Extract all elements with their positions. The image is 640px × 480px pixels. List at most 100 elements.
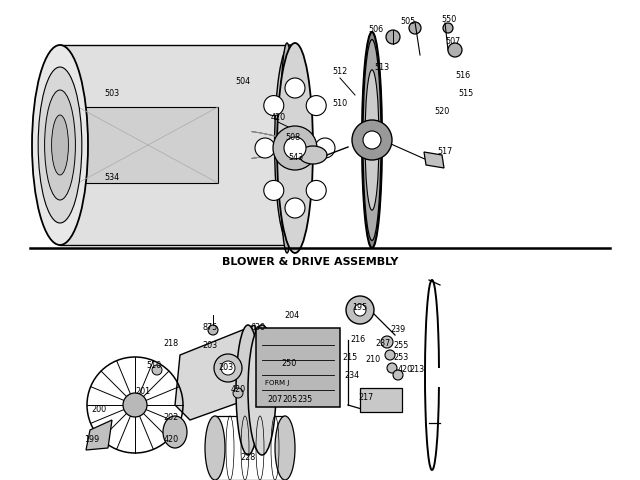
- Circle shape: [354, 304, 366, 316]
- Text: 503: 503: [104, 88, 120, 97]
- Text: 213: 213: [410, 365, 424, 374]
- Circle shape: [284, 137, 306, 159]
- Text: 199: 199: [84, 434, 100, 444]
- Circle shape: [443, 23, 453, 33]
- Text: 255: 255: [394, 340, 409, 349]
- Text: 216: 216: [351, 336, 365, 345]
- Text: 508: 508: [285, 133, 301, 143]
- Ellipse shape: [362, 32, 382, 248]
- Text: 420: 420: [397, 365, 413, 374]
- FancyBboxPatch shape: [360, 388, 402, 412]
- Text: 235: 235: [298, 396, 312, 405]
- Ellipse shape: [365, 70, 379, 210]
- Text: 543: 543: [289, 154, 303, 163]
- Text: 217: 217: [358, 394, 374, 403]
- Circle shape: [448, 43, 462, 57]
- Text: 218: 218: [163, 339, 179, 348]
- Text: 630: 630: [250, 324, 266, 333]
- Ellipse shape: [275, 416, 295, 480]
- Ellipse shape: [363, 39, 381, 240]
- Ellipse shape: [32, 45, 88, 245]
- Text: 201: 201: [136, 387, 150, 396]
- Text: 504: 504: [236, 77, 251, 86]
- Text: 420: 420: [271, 113, 285, 122]
- Ellipse shape: [236, 325, 260, 455]
- Text: 239: 239: [390, 325, 406, 335]
- FancyBboxPatch shape: [256, 328, 340, 407]
- Ellipse shape: [38, 67, 82, 223]
- Ellipse shape: [248, 325, 276, 455]
- Text: 253: 253: [394, 353, 408, 362]
- Text: 516: 516: [456, 71, 470, 80]
- Text: 200: 200: [92, 406, 107, 415]
- Text: 205: 205: [282, 396, 298, 405]
- Ellipse shape: [277, 43, 313, 253]
- Text: 550: 550: [442, 15, 456, 24]
- FancyBboxPatch shape: [78, 107, 218, 183]
- Circle shape: [387, 363, 397, 373]
- Text: 420: 420: [230, 385, 246, 395]
- Circle shape: [208, 325, 218, 335]
- Circle shape: [233, 388, 243, 398]
- Text: 210: 210: [365, 356, 381, 364]
- Text: 515: 515: [458, 88, 474, 97]
- Text: 203: 203: [218, 363, 234, 372]
- Text: 534: 534: [104, 173, 120, 182]
- Ellipse shape: [52, 115, 68, 175]
- Text: 195: 195: [353, 303, 367, 312]
- Circle shape: [152, 365, 162, 375]
- Text: 510: 510: [147, 361, 161, 371]
- Text: 420: 420: [163, 435, 179, 444]
- Text: 520: 520: [435, 108, 450, 117]
- Text: 228: 228: [241, 454, 255, 463]
- Circle shape: [123, 393, 147, 417]
- Circle shape: [381, 336, 393, 348]
- Circle shape: [285, 198, 305, 218]
- Circle shape: [315, 138, 335, 158]
- Circle shape: [221, 361, 235, 375]
- Text: 204: 204: [284, 312, 300, 321]
- Text: 513: 513: [374, 63, 390, 72]
- Circle shape: [306, 96, 326, 116]
- Text: 237: 237: [376, 338, 390, 348]
- Text: 875: 875: [202, 323, 218, 332]
- Text: 207: 207: [268, 396, 283, 405]
- Circle shape: [393, 370, 403, 380]
- Polygon shape: [86, 420, 112, 450]
- Text: FORM J: FORM J: [265, 380, 289, 386]
- Text: 506: 506: [369, 25, 383, 35]
- Text: 203: 203: [202, 340, 218, 349]
- Circle shape: [363, 131, 381, 149]
- Ellipse shape: [299, 146, 327, 164]
- Circle shape: [306, 180, 326, 201]
- Text: 234: 234: [344, 372, 360, 381]
- Circle shape: [264, 96, 284, 116]
- Text: 517: 517: [437, 147, 452, 156]
- Text: 512: 512: [332, 68, 348, 76]
- Circle shape: [285, 78, 305, 98]
- Polygon shape: [424, 152, 444, 168]
- Circle shape: [352, 120, 392, 160]
- Circle shape: [273, 126, 317, 170]
- Polygon shape: [60, 45, 290, 245]
- Text: 507: 507: [445, 37, 461, 47]
- Polygon shape: [175, 325, 260, 420]
- Circle shape: [346, 296, 374, 324]
- Text: 202: 202: [163, 412, 179, 421]
- Ellipse shape: [280, 43, 294, 253]
- Circle shape: [264, 180, 284, 201]
- Ellipse shape: [205, 416, 225, 480]
- Ellipse shape: [275, 45, 305, 245]
- Ellipse shape: [45, 90, 76, 200]
- Circle shape: [385, 350, 395, 360]
- Text: BLOWER & DRIVE ASSEMBLY: BLOWER & DRIVE ASSEMBLY: [222, 257, 398, 267]
- Ellipse shape: [163, 416, 187, 448]
- Text: 505: 505: [401, 17, 415, 26]
- Text: 510: 510: [332, 99, 348, 108]
- Text: 250: 250: [282, 359, 296, 368]
- Circle shape: [214, 354, 242, 382]
- Circle shape: [386, 30, 400, 44]
- Circle shape: [409, 22, 421, 34]
- Text: 215: 215: [342, 353, 358, 362]
- Circle shape: [255, 138, 275, 158]
